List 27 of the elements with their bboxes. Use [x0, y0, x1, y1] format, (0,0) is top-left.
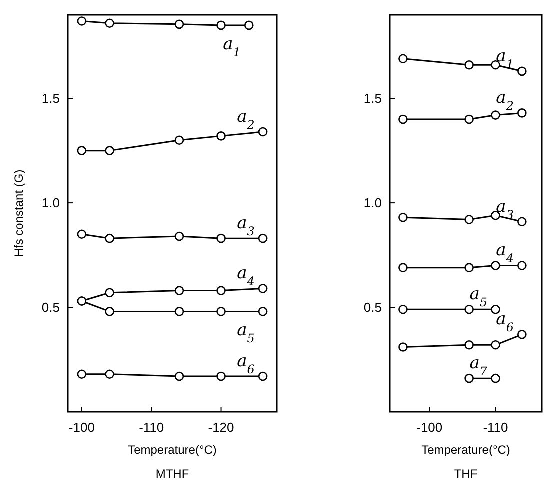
series-label: a$_{6}$	[237, 351, 256, 376]
y-tick-label: 1.0	[42, 196, 60, 211]
x-axis-title: Temperature(°C)	[422, 443, 510, 457]
y-tick-label: 0.5	[364, 300, 382, 316]
text: THF	[454, 467, 478, 481]
series-label: a$_{4}$	[496, 240, 514, 266]
y-tick-label: 1.5	[42, 91, 60, 106]
series-label: a$_{3}$	[237, 214, 255, 239]
series-label: a$_{2}$	[496, 88, 514, 114]
y-tick-label: 0.5	[42, 300, 60, 316]
series-label: a$_{6}$	[496, 310, 514, 335]
y-axis-title: Hfs constant (G)	[12, 170, 26, 258]
x-axis-title: Temperature(°C)	[128, 443, 217, 457]
x-tick-label: -100	[68, 420, 95, 435]
series-label: a$_{7}$	[470, 354, 488, 379]
x-tick-label: -120	[208, 420, 234, 435]
series-label: a$_{5}$	[237, 320, 255, 346]
x-tick-label: -110	[483, 420, 508, 435]
x-tick-label: -100	[416, 420, 443, 435]
y-tick-label: 1.5	[364, 91, 382, 106]
y-tick-label: 1.0	[364, 196, 382, 211]
series-label: a$_{4}$	[237, 264, 255, 289]
series-label: a$_{2}$	[237, 107, 255, 132]
series-label: a$_{5}$	[470, 284, 488, 310]
text: MTHF	[156, 467, 190, 481]
x-tick-label: -110	[139, 420, 164, 435]
series-label: a$_{1}$	[223, 34, 241, 60]
